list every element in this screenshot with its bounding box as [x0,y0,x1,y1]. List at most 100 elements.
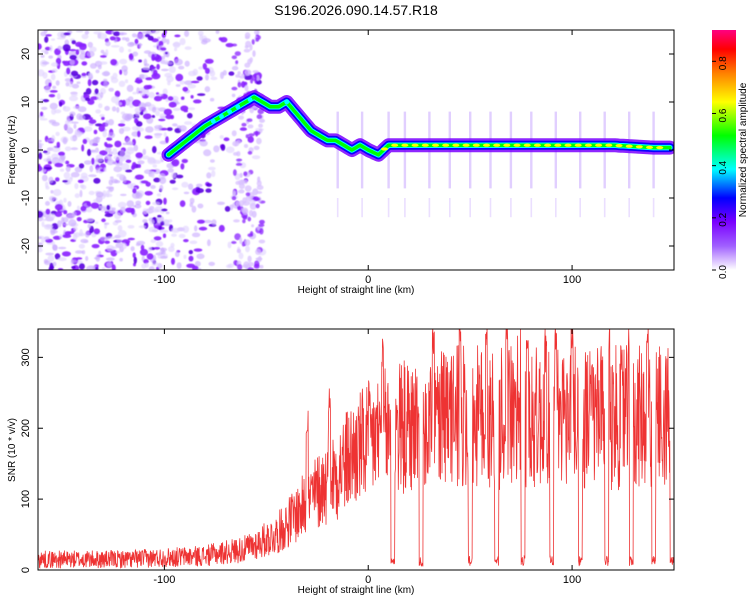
spectrogram-noise-blob [152,106,157,113]
spectrogram-noise-blob [120,193,127,197]
spectrogram-noise-blob [171,187,179,191]
spectrogram-noise-blob [103,78,108,83]
spectrogram-noise-blob [38,242,44,249]
spectrogram-noise-blob [188,183,194,190]
spectrogram-noise-blob [72,137,77,141]
spectrogram-noise-blob [88,117,93,120]
spectrogram-noise-blob [78,163,85,169]
spectrogram-noise-blob [119,69,123,75]
spectrogram-noise-blob [184,80,193,85]
spectrogram-noise-blob [108,132,115,139]
spectrogram-hotspot [625,144,633,148]
spectrogram-noise-blob [127,96,134,102]
spectrogram-noise-blob [202,63,207,70]
spectrogram-noise-blob [227,263,235,269]
spectrogram-noise-blob [234,233,241,241]
spectrogram-noise-blob [62,234,72,239]
spectrogram-noise-blob [205,67,210,74]
spectrogram-noise-blob [108,87,114,92]
spectrogram-noise-blob [178,233,186,239]
spectrogram-noise-blob [139,248,149,256]
spectrogram-noise-blob [245,245,250,253]
spectrogram-noise-blob [45,224,54,229]
spectrogram-noise-blob [163,132,167,138]
spectrogram-noise-blob [67,81,74,88]
spectrogram-noise-blob [45,208,51,215]
spectrogram-noise-blob [41,221,45,228]
spectrogram-noise-blob [219,135,224,139]
spectrogram-noise-blob [137,130,141,138]
spectrogram-noise-blob [72,105,82,110]
spectrogram-noise-blob [91,244,100,249]
spectrogram-noise-blob [63,32,71,36]
spectrogram-noise-blob [239,127,247,131]
spectrogram-noise-blob [62,223,69,226]
spectrogram-noise-blob [134,118,138,124]
spectrogram-noise-blob [145,126,154,133]
spectrogram-noise-blob [75,257,83,260]
spectrogram-noise-blob [165,114,173,120]
spectrogram-noise-blob [188,255,194,262]
spectrogram-noise-blob [132,51,139,57]
spectrogram-noise-blob [50,73,56,81]
spectrogram-hotspot [381,147,388,151]
spectrogram-noise-blob [45,181,49,188]
spectrogram-noise-blob [80,205,87,212]
spectrogram-noise-blob [227,241,232,249]
spectrogram-noise-blob [89,165,94,173]
spectrogram-noise-blob [79,189,83,198]
spectrogram-noise-blob [87,72,93,78]
spectrogram-noise-blob [244,239,251,246]
spectrogram-noise-blob [112,148,118,156]
spectrogram-noise [38,30,267,270]
spectrogram-noise-blob [251,224,255,228]
spectrogram-noise-blob [116,173,124,178]
spectrogram-noise-blob [201,38,211,43]
spectrogram-noise-blob [40,111,44,117]
spectrogram-noise-blob [175,73,184,82]
snr-series-line [38,329,674,569]
spectrogram-noise-blob [93,31,103,35]
spectrogram-noise-blob [38,248,43,253]
spectrogram-noise-blob [67,201,72,207]
spectrogram-noise-blob [117,201,127,208]
spectrogram-hotspot [472,143,480,147]
spectrogram-noise-blob [44,85,51,93]
spectrogram-noise-blob [198,66,204,70]
spectrogram-noise-blob [136,127,145,132]
spectrogram-hotspot [432,143,439,147]
spectrogram-noise-blob [76,205,80,211]
spectrogram-noise-blob [101,218,106,223]
spectrogram-noise-blob [151,30,160,34]
spectrogram-noise-blob [51,68,58,73]
spectrogram-noise-blob [38,210,44,218]
spectrogram-noise-blob [236,158,243,162]
spectrogram-noise-blob [86,265,96,270]
spectrogram-streak [628,198,630,218]
spectrogram-noise-blob [184,60,190,67]
spectrogram-noise-blob [104,105,110,111]
spectrogram-noise-blob [250,77,254,84]
spectrogram-noise-blob [60,216,65,225]
snr-marks [38,329,674,569]
spectrogram-noise-blob [38,139,42,143]
spectrogram-noise-blob [126,84,134,92]
spectrogram-noise-blob [133,256,137,264]
spectrogram-hotspot [595,143,603,147]
spectrogram-noise-blob [73,232,81,238]
spectrogram-noise-blob [256,191,263,194]
spectrogram-noise-blob [186,263,196,268]
spectrogram-noise-blob [85,217,94,222]
spectrogram-noise-blob [151,53,156,62]
spectrogram-noise-blob [235,162,243,166]
spectrogram-noise-blob [143,63,150,67]
spectrogram-noise-blob [90,202,100,209]
spectrogram-noise-blob [142,208,148,215]
spectrogram-noise-blob [65,82,70,87]
spectrogram-noise-blob [182,86,189,92]
spectrogram-noise-blob [99,150,108,156]
spectrogram-noise-blob [88,190,95,196]
spectrogram-noise-blob [62,137,68,145]
spectrogram-noise-blob [243,144,249,148]
spectrogram-noise-blob [148,266,155,270]
